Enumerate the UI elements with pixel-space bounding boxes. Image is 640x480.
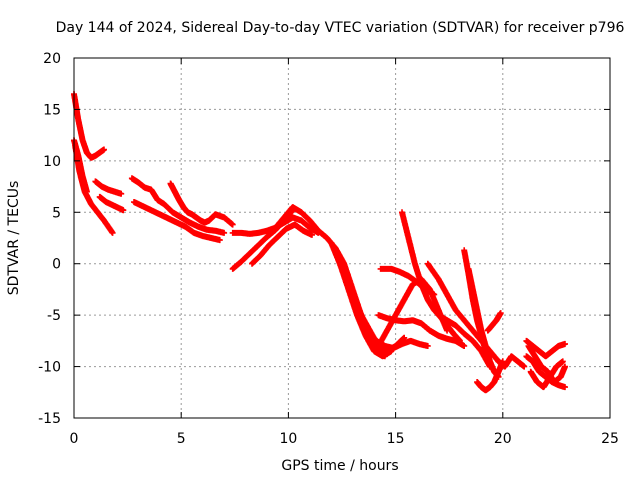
points-arc27 xyxy=(523,337,568,360)
points-arc19 xyxy=(377,265,438,298)
series-arc17 xyxy=(375,312,468,349)
series-arc6 xyxy=(128,175,228,236)
points-arc5 xyxy=(96,193,127,214)
x-axis-label: GPS time / hours xyxy=(281,458,398,474)
series-arc11 xyxy=(249,221,315,267)
y-tick-label-15: 15 xyxy=(43,102,61,118)
x-tick-label-25: 25 xyxy=(601,431,619,447)
series-arc19 xyxy=(377,265,438,298)
points-arc30 xyxy=(527,358,566,391)
y-tick-label--10: -10 xyxy=(38,360,61,376)
series-arc30 xyxy=(527,358,566,391)
points-arc8 xyxy=(167,180,236,228)
x-tick-label-10: 10 xyxy=(279,431,297,447)
y-tick-label--5: -5 xyxy=(47,308,61,324)
series-arc26 xyxy=(495,353,528,370)
series-arc5 xyxy=(96,193,127,214)
points-arc7 xyxy=(131,199,223,244)
chart-title: Day 144 of 2024, Sidereal Day-to-day VTE… xyxy=(56,20,625,36)
points-arc17 xyxy=(375,312,468,349)
series-arc27 xyxy=(523,337,568,360)
points-arc6 xyxy=(128,175,228,236)
y-tick-label-20: 20 xyxy=(43,51,61,67)
points-arc11 xyxy=(249,221,315,267)
series-arc25 xyxy=(484,310,504,334)
x-tick-label-5: 5 xyxy=(177,431,186,447)
series-arc8 xyxy=(167,180,236,228)
x-tick-label-20: 20 xyxy=(494,431,512,447)
axis-ticks: 0 5 10 15 20 25 -15 -10 -5 0 5 10 15 20 xyxy=(38,51,619,447)
series-arc3 xyxy=(72,142,116,236)
points-arc4 xyxy=(92,178,125,197)
y-tick-label-10: 10 xyxy=(43,154,61,170)
x-tick-label-15: 15 xyxy=(387,431,405,447)
y-tick-label-0: 0 xyxy=(52,257,61,273)
points-arc26 xyxy=(495,353,528,370)
data-points xyxy=(71,91,568,394)
points-arc3 xyxy=(72,142,116,236)
series-arc24 xyxy=(474,358,506,394)
plot-frame xyxy=(73,57,611,419)
y-axis-label: SDTVAR / TECUs xyxy=(6,181,22,296)
points-arc25 xyxy=(484,310,504,334)
points-arc24 xyxy=(474,358,506,394)
series-arc4 xyxy=(92,178,125,197)
series-arc7 xyxy=(131,199,223,244)
y-tick-label--15: -15 xyxy=(38,411,61,427)
x-tick-label-0: 0 xyxy=(70,431,79,447)
y-tick-label-5: 5 xyxy=(52,205,61,221)
